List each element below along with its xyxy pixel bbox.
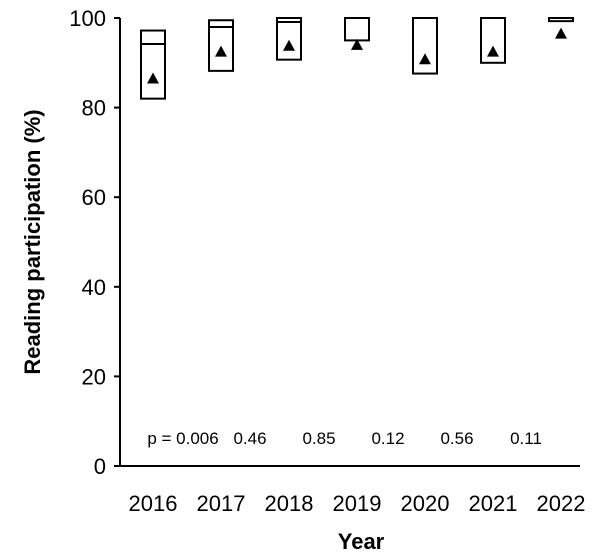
x-tick-label-2021: 2021	[469, 491, 518, 516]
mean-marker-2017	[215, 45, 227, 57]
x-tick-label-2022: 2022	[537, 491, 586, 516]
mean-marker-2020	[419, 53, 431, 65]
y-tick-label-60: 60	[82, 185, 106, 210]
y-tick-label-0: 0	[94, 454, 106, 479]
p-value-annotation-2: 0.46	[233, 429, 266, 448]
mean-marker-2016	[147, 72, 159, 84]
p-value-annotation-5: 0.56	[440, 429, 473, 448]
x-tick-label-2020: 2020	[401, 491, 450, 516]
y-tick-label-20: 20	[82, 364, 106, 389]
mean-marker-2022	[555, 27, 567, 39]
y-tick-label-100: 100	[69, 6, 106, 31]
y-tick-label-80: 80	[82, 96, 106, 121]
y-axis-title: Reading participation (%)	[20, 109, 45, 374]
box-2018	[276, 17, 302, 61]
box-2020	[412, 17, 438, 75]
box-2016	[140, 29, 166, 100]
x-tick-label-2019: 2019	[333, 491, 382, 516]
p-value-annotation-3: 0.85	[302, 429, 335, 448]
mean-marker-2019	[351, 38, 363, 50]
p-value-annotations-layer: p = 0.006 0.46 0.85 0.12 0.56 0.11	[147, 429, 542, 448]
y-tick-label-40: 40	[82, 275, 106, 300]
box-2017	[208, 19, 234, 72]
p-value-annotation-1: p = 0.006	[147, 429, 218, 448]
y-ticks-layer: 0 20 40 60 80 100	[69, 6, 120, 479]
mean-markers-layer	[147, 27, 567, 84]
p-value-annotation-6: 0.11	[510, 429, 542, 448]
x-tick-labels-layer: 2016 2017 2018 2019 2020 2021 2022	[129, 491, 586, 516]
box-2019	[344, 17, 370, 42]
x-axis-title: Year	[338, 529, 385, 554]
boxes-layer	[140, 17, 574, 100]
axes-layer	[119, 18, 580, 467]
mean-marker-2021	[487, 45, 499, 57]
x-tick-label-2016: 2016	[129, 491, 178, 516]
mean-marker-2018	[283, 39, 295, 51]
x-tick-label-2017: 2017	[197, 491, 246, 516]
x-tick-label-2018: 2018	[265, 491, 314, 516]
p-value-annotation-4: 0.12	[371, 429, 404, 448]
